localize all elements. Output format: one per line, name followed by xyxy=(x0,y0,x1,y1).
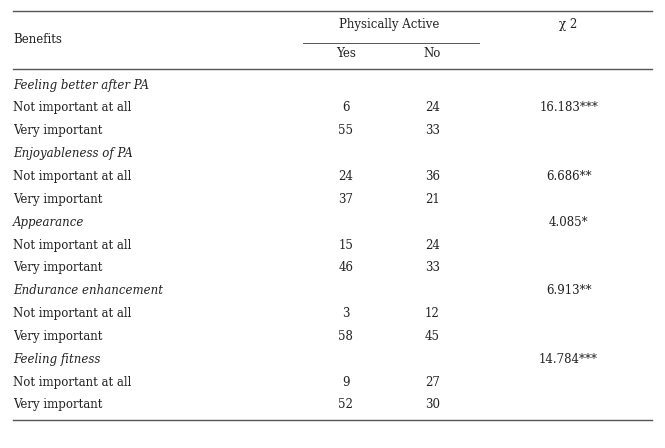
Text: 33: 33 xyxy=(425,261,440,275)
Text: Very important: Very important xyxy=(13,193,102,206)
Text: Appearance: Appearance xyxy=(13,215,84,229)
Text: Yes: Yes xyxy=(336,47,356,60)
Text: 55: 55 xyxy=(338,124,353,138)
Text: 27: 27 xyxy=(425,375,440,389)
Text: 46: 46 xyxy=(338,261,353,275)
Text: 21: 21 xyxy=(425,193,440,206)
Text: Not important at all: Not important at all xyxy=(13,307,132,320)
Text: Very important: Very important xyxy=(13,330,102,343)
Text: Not important at all: Not important at all xyxy=(13,170,132,183)
Text: 14.784***: 14.784*** xyxy=(539,353,598,366)
Text: Not important at all: Not important at all xyxy=(13,101,132,115)
Text: 45: 45 xyxy=(425,330,440,343)
Text: 30: 30 xyxy=(425,398,440,412)
Text: 52: 52 xyxy=(338,398,353,412)
Text: Feeling fitness: Feeling fitness xyxy=(13,353,100,366)
Text: 6.686**: 6.686** xyxy=(546,170,591,183)
Text: 6: 6 xyxy=(342,101,350,115)
Text: 16.183***: 16.183*** xyxy=(539,101,598,115)
Text: 24: 24 xyxy=(338,170,353,183)
Text: 12: 12 xyxy=(425,307,440,320)
Text: 4.085*: 4.085* xyxy=(549,215,589,229)
Text: Feeling better after PA: Feeling better after PA xyxy=(13,78,150,92)
Text: Enjoyableness of PA: Enjoyableness of PA xyxy=(13,147,133,160)
Text: 15: 15 xyxy=(338,238,353,252)
Text: Very important: Very important xyxy=(13,398,102,412)
Text: 9: 9 xyxy=(342,375,350,389)
Text: 24: 24 xyxy=(425,101,440,115)
Text: χ 2: χ 2 xyxy=(559,18,578,31)
Text: 3: 3 xyxy=(342,307,350,320)
Text: No: No xyxy=(424,47,441,60)
Text: Very important: Very important xyxy=(13,124,102,138)
Text: 36: 36 xyxy=(425,170,440,183)
Text: 33: 33 xyxy=(425,124,440,138)
Text: 58: 58 xyxy=(338,330,353,343)
Text: Benefits: Benefits xyxy=(13,33,62,46)
Text: 6.913**: 6.913** xyxy=(546,284,591,297)
Text: Endurance enhancement: Endurance enhancement xyxy=(13,284,164,297)
Text: Not important at all: Not important at all xyxy=(13,238,132,252)
Text: 24: 24 xyxy=(425,238,440,252)
Text: Very important: Very important xyxy=(13,261,102,275)
Text: 37: 37 xyxy=(338,193,353,206)
Text: Physically Active: Physically Active xyxy=(339,18,439,31)
Text: Not important at all: Not important at all xyxy=(13,375,132,389)
